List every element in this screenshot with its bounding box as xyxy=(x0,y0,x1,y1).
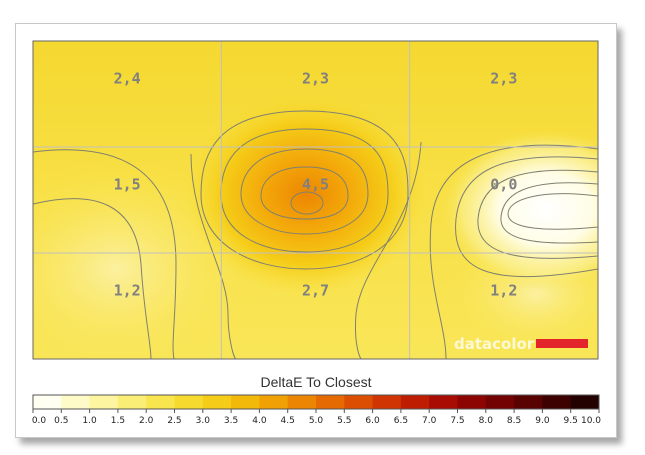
heatmap-plot: 2,4 2,3 2,3 1,5 4,5 0,0 1,2 2,7 1,2 datacolor xyxy=(32,40,599,360)
cell-value-label: 2,4 xyxy=(114,70,141,88)
legend-tick-label: 0.5 xyxy=(54,416,68,426)
legend-swatch xyxy=(231,395,260,409)
legend-tick-label: 6.0 xyxy=(365,416,380,426)
legend-swatch xyxy=(514,395,543,409)
legend-swatch xyxy=(117,395,147,409)
legend-swatch xyxy=(202,395,232,409)
contour-line xyxy=(240,148,369,235)
color-legend: 0.0 0.5 1.0 1.5 2.0 2.5 3.0 3.5 4.0 4.5 5.0 5.5 6.0 6… xyxy=(32,394,601,426)
contour-line xyxy=(190,153,237,359)
legend-swatch xyxy=(316,395,345,409)
cell-value-label: 0,0 xyxy=(490,176,517,194)
contour-line xyxy=(33,149,177,359)
cell-labels: 2,4 2,3 2,3 1,5 4,5 0,0 1,2 2,7 1,2 xyxy=(114,70,518,300)
legend-tick-label: 4.0 xyxy=(252,416,267,426)
legend-tick-label: 0.0 xyxy=(32,416,47,426)
cell-value-label: 2,3 xyxy=(490,70,517,88)
contour-line xyxy=(260,166,349,220)
datacolor-logo: datacolor xyxy=(454,335,588,353)
legend-swatch xyxy=(146,395,175,409)
legend-title: DeltaE To Closest xyxy=(260,374,371,390)
legend-swatch xyxy=(429,395,458,409)
legend-tick-label: 1.5 xyxy=(111,416,125,426)
contour-line xyxy=(507,193,598,230)
contour-line xyxy=(455,156,598,278)
legend-tick-label: 2.0 xyxy=(139,416,154,426)
legend-tick-label: 3.0 xyxy=(196,416,211,426)
legend-swatch xyxy=(400,395,430,409)
legend-tick-label: 3.5 xyxy=(224,416,238,426)
plot-grid xyxy=(33,41,598,359)
contour-line xyxy=(200,110,409,270)
legend-swatch xyxy=(542,395,572,409)
legend-tick-label: 6.5 xyxy=(394,416,408,426)
plot-border xyxy=(32,40,599,360)
legend-swatch xyxy=(259,395,289,409)
cell-value-label: 2,7 xyxy=(302,282,329,300)
contour-line xyxy=(355,141,422,359)
chart-frame: 2,4 2,3 2,3 1,5 4,5 0,0 1,2 2,7 1,2 datacolor De… xyxy=(15,23,617,438)
contour-line xyxy=(33,198,152,359)
legend-tick-label: 4.5 xyxy=(281,416,295,426)
contour-line xyxy=(500,182,598,244)
legend-swatch xyxy=(61,395,91,409)
legend-tick-label: 9.0 xyxy=(535,416,550,426)
legend-swatch xyxy=(33,395,62,409)
coldspot-region xyxy=(441,129,598,289)
legend-tick-label: 5.5 xyxy=(337,416,351,426)
legend-swatch xyxy=(287,395,317,409)
datacolor-logo-bar xyxy=(536,339,588,348)
legend-swatch xyxy=(570,395,600,409)
cell-value-label: 4,5 xyxy=(302,176,329,194)
contour-line xyxy=(477,169,598,259)
legend-tick-label: 2.5 xyxy=(167,416,181,426)
contour-line xyxy=(220,128,389,253)
cell-value-label: 2,3 xyxy=(302,70,329,88)
contour-line xyxy=(290,191,324,215)
legend-tick-label: 7.5 xyxy=(450,416,464,426)
chart-svg: 2,4 2,3 2,3 1,5 4,5 0,0 1,2 2,7 1,2 datacolor De… xyxy=(32,40,601,426)
legend-tick-label: 5.0 xyxy=(309,416,324,426)
datacolor-logo-text: datacolor xyxy=(454,335,535,353)
cell-value-label: 1,2 xyxy=(114,282,141,300)
legend-swatch xyxy=(344,395,374,409)
legend-tick-label: 9.5 xyxy=(564,416,578,426)
legend-swatch xyxy=(485,395,515,409)
legend-tick-label: 8.5 xyxy=(507,416,521,426)
cell-value-label: 1,2 xyxy=(490,282,517,300)
legend-swatch xyxy=(174,395,204,409)
hotspot-region xyxy=(186,94,426,294)
legend-tick-label: 8.0 xyxy=(479,416,494,426)
legend-swatch xyxy=(457,395,487,409)
legend-tick-label: 7.0 xyxy=(422,416,437,426)
cell-value-label: 1,5 xyxy=(114,176,141,194)
legend-swatch xyxy=(89,395,119,409)
legend-swatch xyxy=(372,395,402,409)
legend-tick-label: 1.0 xyxy=(82,416,97,426)
legend-tick-label: 10.0 xyxy=(581,416,601,426)
